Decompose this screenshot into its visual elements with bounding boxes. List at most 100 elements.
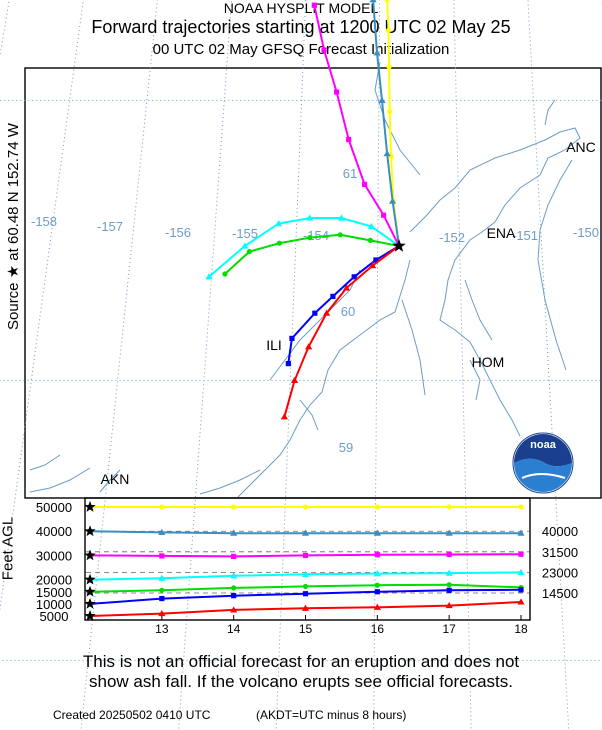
coastline-segment (29, 454, 61, 471)
trajectory-point (374, 582, 380, 588)
trajectory-point (518, 551, 524, 557)
height-panel-frame (84, 497, 531, 621)
trajectory-point (446, 582, 452, 588)
start-star-icon (84, 597, 96, 609)
x-tick-label: 18 (514, 622, 528, 636)
trajectory-point (387, 109, 393, 115)
left-height-tick: 50000 (36, 500, 72, 515)
trajectory-point (446, 504, 452, 510)
longitude-label: -151 (512, 228, 538, 243)
trajectory-point (231, 553, 237, 560)
coastline-segment (29, 467, 91, 493)
place-label: AKN (101, 471, 130, 487)
coastline-segment (469, 359, 481, 401)
trajectory-point (280, 413, 288, 420)
start-star-icon (84, 525, 96, 537)
coastline-segment (401, 299, 426, 396)
map-frame (24, 67, 602, 499)
coastline-segment (237, 259, 411, 498)
latitude-label: 60 (341, 304, 355, 319)
trajectory-point (446, 587, 452, 593)
left-height-tick: 5000 (40, 609, 69, 624)
start-star-icon (84, 501, 96, 512)
coastline-segment (409, 127, 581, 437)
model-title: NOAA HYSPLIT MODEL (223, 0, 379, 16)
disclaimer-line-2: show ash fall. If the volcano erupts see… (89, 672, 513, 691)
x-tick-label: 15 (299, 622, 313, 636)
trajectory-point (301, 604, 310, 611)
coastline-segment (299, 399, 319, 431)
x-tick-label: 14 (227, 622, 241, 636)
trajectory-point (374, 504, 380, 510)
trajectory-point (342, 284, 351, 291)
trajectory-point (385, 27, 392, 33)
trajectory-point (289, 335, 295, 341)
trajectory-paths (205, 0, 406, 420)
trajectory-point (518, 587, 524, 593)
start-star-icon (84, 610, 96, 621)
trajectory-point (330, 293, 336, 299)
left-height-tick: 30000 (36, 548, 72, 563)
logo-text: noaa (530, 439, 557, 451)
trajectory-point (374, 589, 380, 595)
trajectory-point (231, 504, 237, 510)
meridian-line (453, 0, 472, 730)
coastline-segment (464, 279, 493, 341)
latitude-label: 61 (343, 166, 357, 181)
trajectory-point (373, 529, 381, 536)
trajectory-point (388, 197, 397, 204)
start-star-icon (84, 549, 96, 561)
trajectory-point (361, 181, 368, 187)
trajectory-point (446, 551, 452, 558)
trajectory-point (373, 49, 381, 56)
trajectory-point (246, 249, 253, 255)
trajectory-point (158, 574, 166, 581)
trajectory-point (159, 504, 165, 510)
timezone-note: (AKDT=UTC minus 8 hours) (256, 708, 407, 722)
trajectory-point (323, 309, 331, 316)
trajectory-point (368, 262, 377, 269)
trajectory-point (337, 214, 346, 221)
trajectory-point (383, 150, 391, 157)
trajectory-point (367, 237, 373, 243)
trajectory-point (306, 214, 314, 221)
trajectory-point (374, 552, 380, 558)
trajectory-point (275, 220, 283, 227)
trajectory-point (517, 529, 525, 536)
trajectory-point (369, 0, 377, 3)
meridian-line (0, 0, 10, 58)
left-height-tick: 10000 (36, 597, 72, 612)
trajectory-point (230, 606, 238, 613)
trajectory-point (381, 212, 387, 218)
coastline-segment (544, 99, 556, 126)
coastline-segment (99, 469, 121, 493)
trajectory-point (517, 598, 525, 605)
right-height-label: 31500 (542, 545, 578, 560)
trajectory-point (378, 96, 386, 103)
left-height-tick: 15000 (36, 585, 72, 600)
trajectory-point (312, 310, 318, 316)
trajectory-point (158, 528, 166, 536)
coastline-segment (537, 159, 573, 371)
left-height-tick: 20000 (36, 573, 72, 588)
trajectory-point (222, 271, 228, 277)
coastline-segment (269, 269, 361, 381)
trajectory-point (230, 529, 238, 536)
trajectory-point (301, 570, 310, 577)
trajectory-point (290, 376, 299, 383)
trajectory-point (205, 273, 213, 280)
trajectory-point (241, 242, 249, 249)
trajectory-point (445, 529, 453, 536)
source-star-icon (392, 239, 406, 252)
map-labels: -158 -157 -156 -155 -154 -152 -151 -150616059AN… (31, 139, 599, 487)
meridian-line (527, 0, 570, 730)
coastline-segment (374, 61, 421, 176)
longitude-label: -150 (573, 225, 599, 240)
trajectory-line (313, 4, 400, 247)
trajectory-point (311, 2, 317, 8)
place-label: ENA (487, 225, 516, 241)
trajectory-point (518, 504, 524, 510)
trajectory-point (276, 240, 283, 246)
longitude-label: -155 (232, 226, 258, 241)
